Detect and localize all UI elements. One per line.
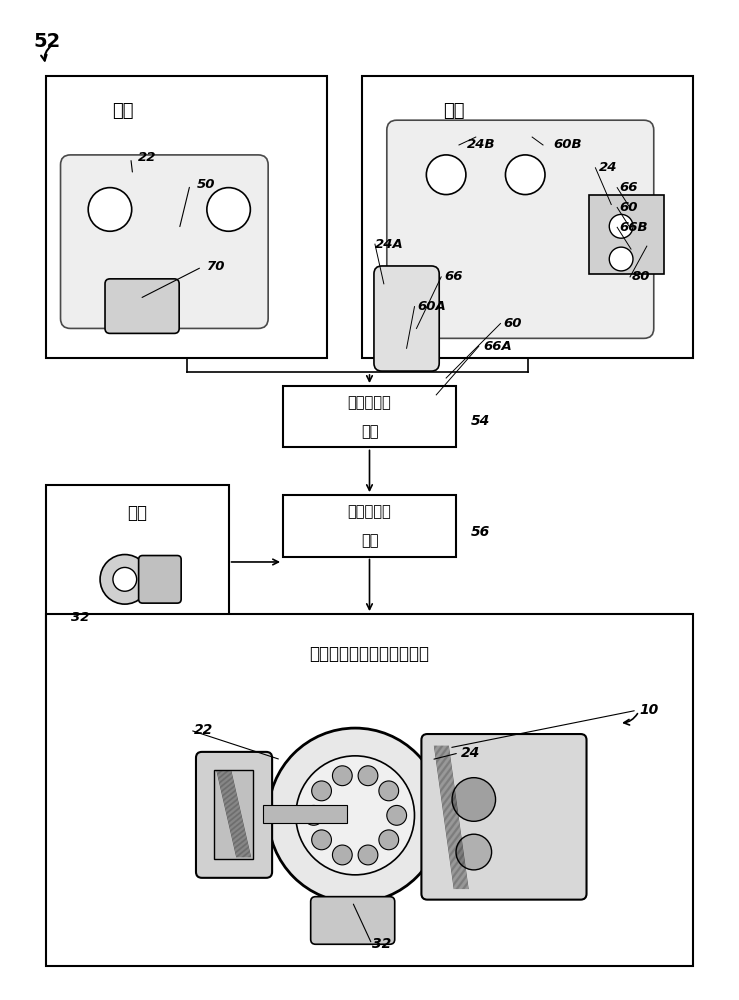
Circle shape: [296, 756, 415, 875]
Circle shape: [333, 845, 353, 865]
Circle shape: [358, 845, 378, 865]
Text: 24: 24: [599, 161, 618, 174]
Circle shape: [379, 830, 398, 850]
Circle shape: [452, 778, 496, 821]
Text: 分选: 分选: [361, 424, 378, 439]
FancyBboxPatch shape: [310, 897, 395, 944]
Text: 66: 66: [619, 181, 638, 194]
FancyBboxPatch shape: [421, 734, 587, 900]
Text: 54: 54: [471, 414, 490, 428]
Circle shape: [268, 728, 442, 903]
Text: 66: 66: [444, 270, 463, 283]
Circle shape: [358, 766, 378, 786]
Text: 56: 56: [471, 525, 490, 539]
FancyBboxPatch shape: [46, 485, 228, 639]
FancyBboxPatch shape: [46, 614, 693, 966]
Text: 尺寸测量及: 尺寸测量及: [347, 395, 392, 410]
FancyBboxPatch shape: [590, 195, 664, 274]
Text: 24B: 24B: [467, 138, 496, 151]
FancyBboxPatch shape: [283, 386, 456, 447]
Text: 24: 24: [461, 746, 480, 760]
Circle shape: [386, 805, 406, 825]
Text: 60: 60: [619, 201, 638, 214]
FancyBboxPatch shape: [283, 495, 456, 557]
Text: 32: 32: [72, 611, 90, 624]
Text: 尺寸测量及: 尺寸测量及: [347, 504, 392, 519]
Circle shape: [609, 247, 633, 271]
FancyBboxPatch shape: [46, 76, 327, 358]
Circle shape: [333, 766, 353, 786]
Circle shape: [426, 155, 466, 195]
Text: 80: 80: [632, 270, 650, 283]
Text: 10: 10: [639, 703, 658, 717]
Text: 外臂: 外臂: [443, 102, 465, 120]
Circle shape: [379, 781, 398, 801]
Text: 70: 70: [207, 260, 225, 273]
FancyBboxPatch shape: [362, 76, 693, 358]
Circle shape: [207, 188, 251, 231]
Circle shape: [505, 155, 545, 195]
Text: 66B: 66B: [619, 221, 648, 234]
Text: 60A: 60A: [418, 300, 446, 313]
FancyBboxPatch shape: [61, 155, 268, 328]
FancyBboxPatch shape: [386, 120, 654, 338]
Circle shape: [100, 555, 149, 604]
Text: 24A: 24A: [375, 238, 403, 251]
Circle shape: [312, 781, 332, 801]
FancyBboxPatch shape: [374, 266, 439, 371]
Circle shape: [456, 834, 491, 870]
Text: 32: 32: [372, 937, 391, 951]
Text: 60B: 60B: [553, 138, 582, 151]
Text: 内臂: 内臂: [112, 102, 134, 120]
FancyBboxPatch shape: [105, 279, 179, 333]
FancyBboxPatch shape: [196, 752, 272, 878]
Text: 66A: 66A: [484, 340, 512, 353]
Text: 52: 52: [34, 32, 61, 51]
Text: 分选: 分选: [361, 533, 378, 548]
Circle shape: [312, 830, 332, 850]
Text: 22: 22: [194, 723, 214, 737]
Circle shape: [113, 567, 137, 591]
FancyBboxPatch shape: [263, 805, 347, 823]
Text: 切换式滚柱指轮随动器组件: 切换式滚柱指轮随动器组件: [309, 645, 429, 663]
Circle shape: [609, 214, 633, 238]
Circle shape: [304, 805, 324, 825]
Circle shape: [88, 188, 132, 231]
FancyBboxPatch shape: [139, 556, 181, 603]
Text: 50: 50: [197, 178, 216, 191]
Text: 60: 60: [503, 317, 522, 330]
Text: 门销: 门销: [127, 504, 147, 522]
FancyBboxPatch shape: [214, 770, 253, 859]
Text: 22: 22: [137, 151, 156, 164]
